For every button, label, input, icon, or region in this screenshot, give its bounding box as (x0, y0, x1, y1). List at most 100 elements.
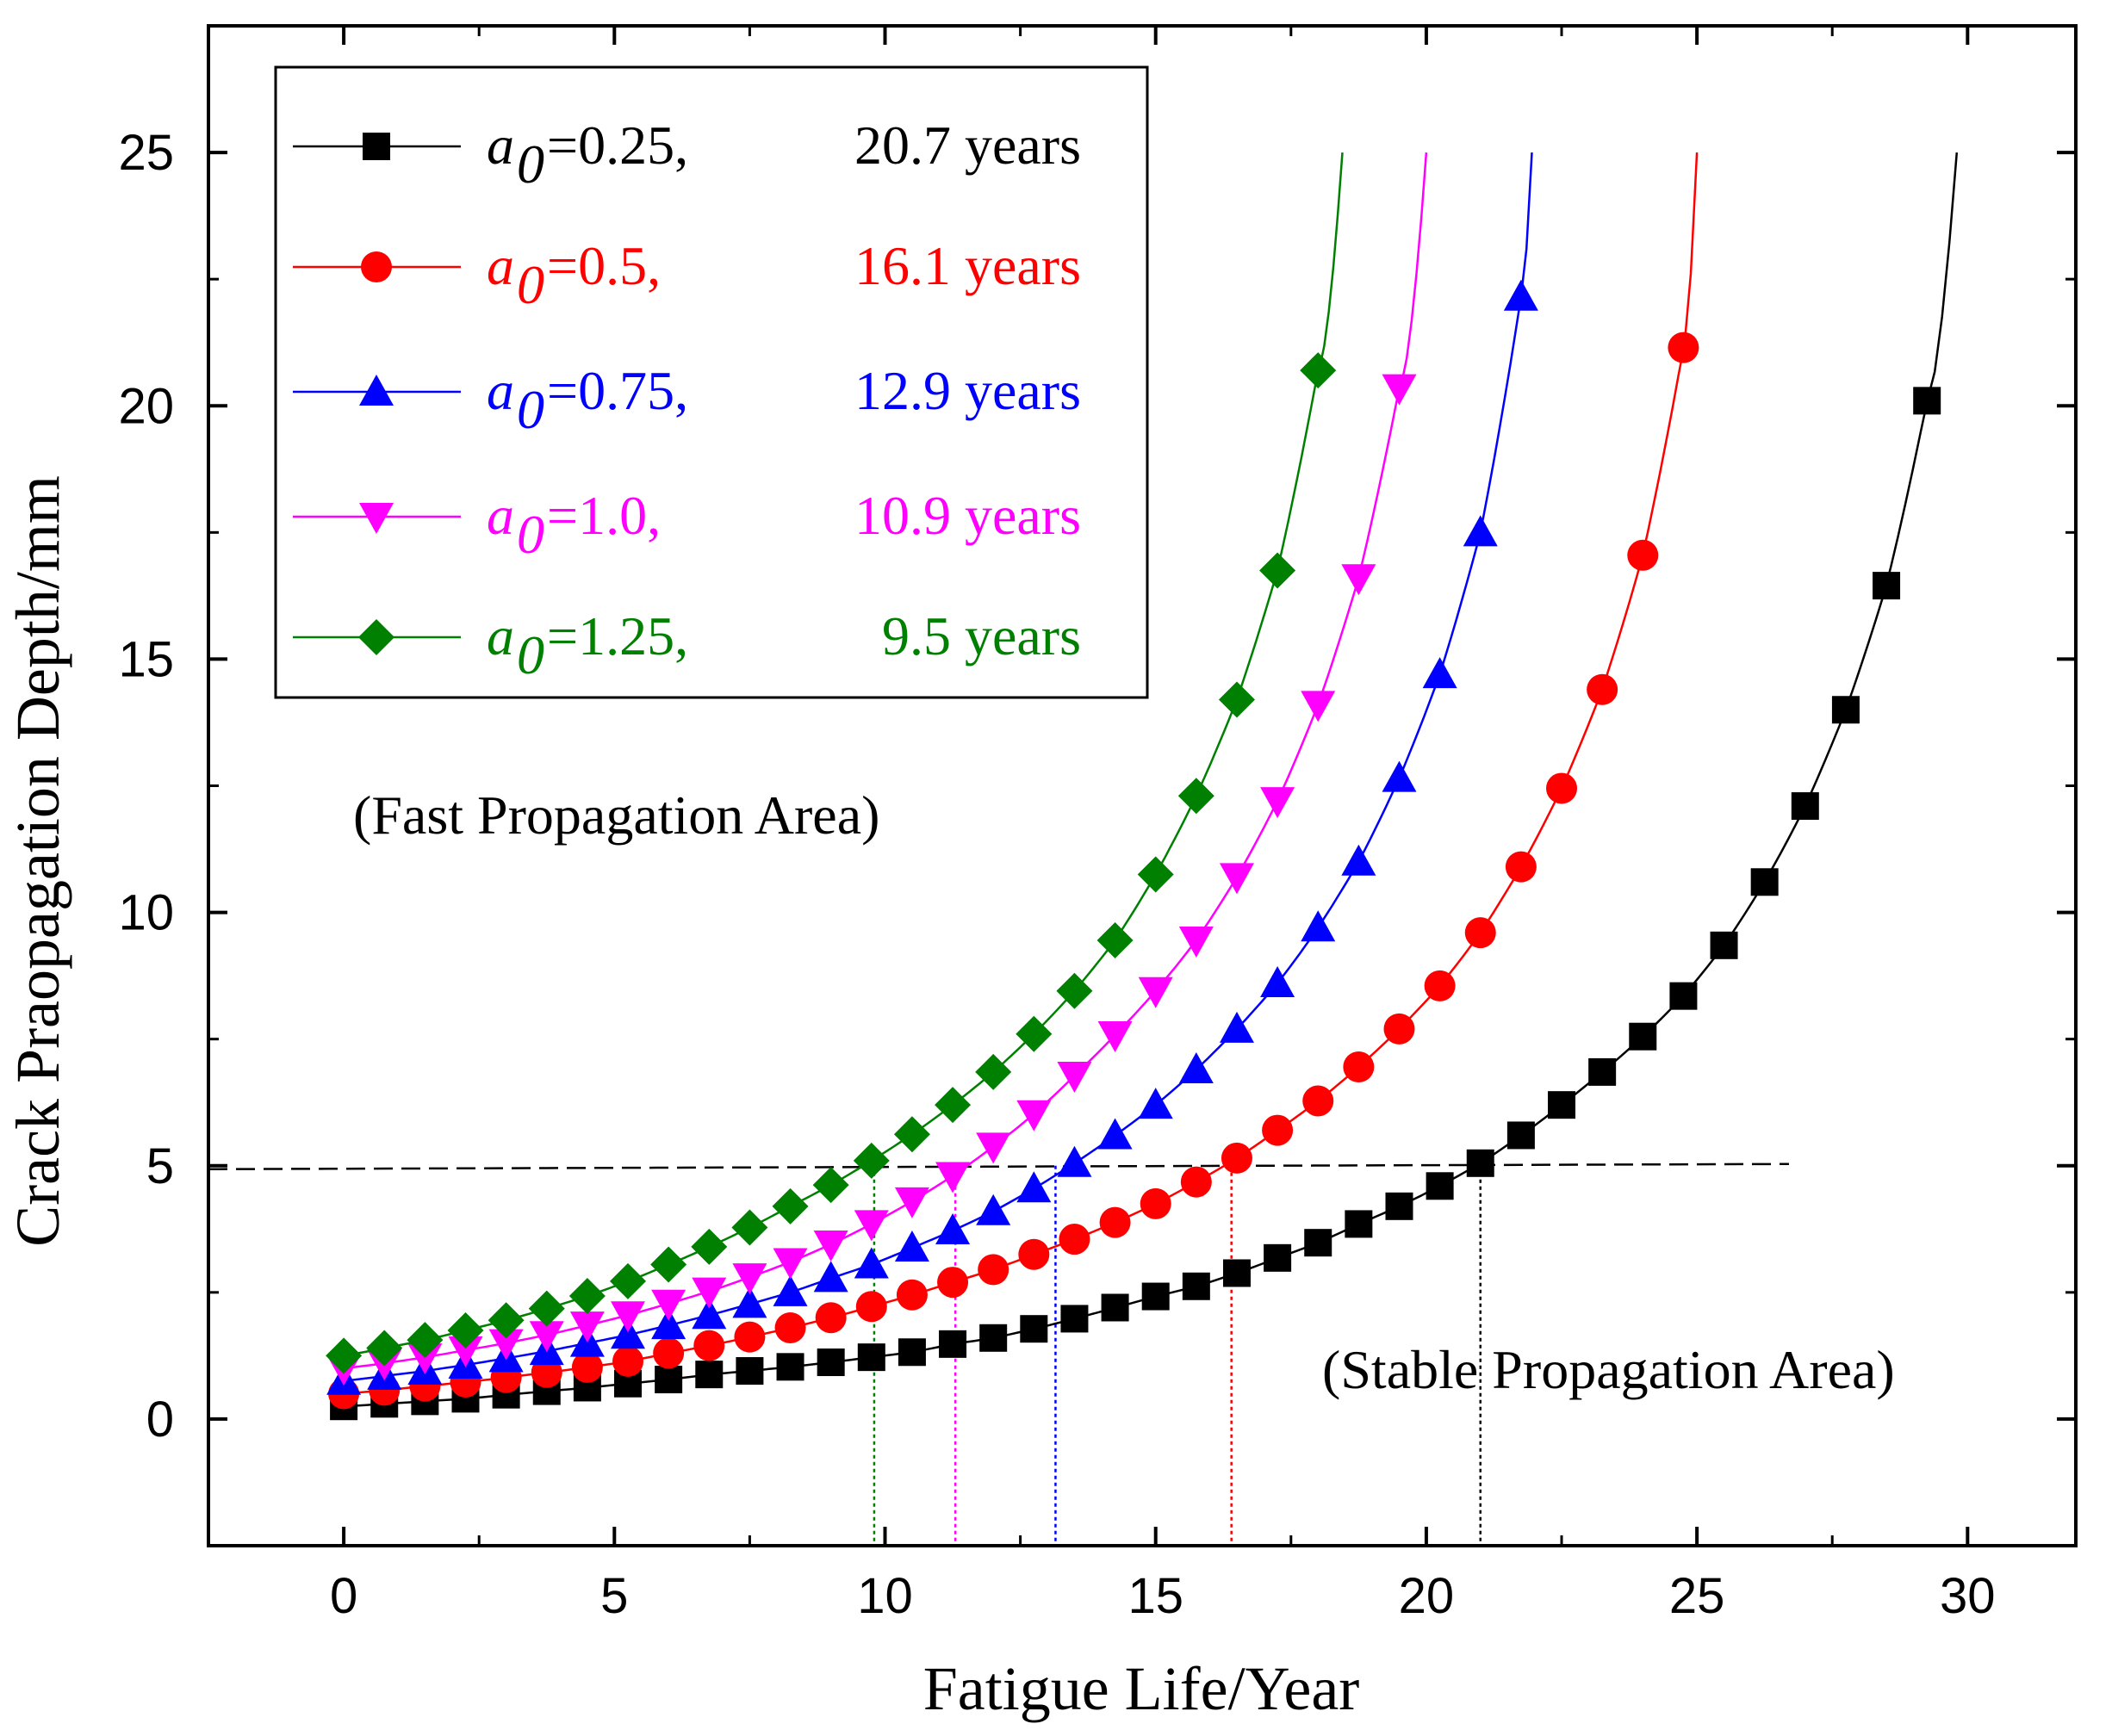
data-point (854, 1210, 889, 1242)
legend-marker (363, 133, 390, 160)
series-4 (326, 152, 1344, 1374)
data-point (813, 1261, 848, 1293)
data-point (366, 1330, 403, 1367)
legend-sub: 0 (517, 504, 544, 565)
data-point (407, 1322, 444, 1359)
data-point (1913, 387, 1941, 415)
data-point (1669, 982, 1698, 1010)
data-point (1057, 1145, 1092, 1177)
legend-sub: 0 (517, 379, 544, 440)
data-point (812, 1167, 849, 1204)
data-point (1304, 1229, 1332, 1257)
data-point (935, 1087, 972, 1124)
data-point (1546, 772, 1578, 804)
data-point (1138, 976, 1173, 1008)
data-point (1057, 1062, 1092, 1094)
legend-var: a (487, 485, 514, 546)
legend-life: 20.7 years (854, 115, 1081, 176)
legend-entry-1: a 0 =0.5, 16.1 years (293, 235, 1081, 315)
data-point (1505, 851, 1537, 883)
data-point (1260, 787, 1295, 819)
data-point (1301, 691, 1336, 722)
data-point (817, 1348, 845, 1377)
x-tick-label: 0 (330, 1568, 357, 1624)
data-point (1141, 1282, 1170, 1311)
series-layer (326, 152, 1959, 1421)
data-point (1382, 374, 1417, 406)
data-point (528, 1290, 565, 1327)
legend-marker (359, 503, 394, 534)
legend-var: a (487, 605, 514, 666)
x-axis-title: Fatigue Life/Year (923, 1654, 1360, 1723)
data-point (1097, 1118, 1133, 1150)
data-point (1259, 552, 1296, 589)
data-point (1302, 1085, 1334, 1117)
data-point (693, 1330, 725, 1361)
data-point (1343, 1051, 1375, 1083)
data-point (1137, 856, 1174, 893)
data-point (655, 1366, 683, 1394)
legend-sub: 0 (517, 133, 544, 195)
legend-value: =0.25, (547, 115, 688, 176)
x-tick-label: 5 (600, 1568, 628, 1624)
data-point (853, 1142, 890, 1179)
data-point (1383, 1013, 1415, 1045)
legend-marker (358, 619, 394, 655)
data-point (855, 1291, 887, 1323)
data-point (1096, 921, 1134, 958)
data-point (1018, 1238, 1050, 1270)
legend-var: a (487, 235, 514, 296)
data-point (1341, 844, 1376, 876)
data-point (1710, 931, 1738, 959)
data-point (1016, 1100, 1052, 1132)
data-point (773, 1274, 808, 1306)
data-point (1056, 972, 1093, 1009)
data-point (978, 1254, 1009, 1286)
y-axis-title: Crack Praopagation Depth/mm (3, 475, 72, 1247)
data-point (898, 1338, 926, 1367)
data-point (894, 1231, 929, 1262)
data-point (1627, 539, 1659, 571)
data-point (569, 1311, 605, 1343)
data-point (488, 1329, 524, 1361)
data-point (1873, 572, 1901, 600)
y-tick-label: 15 (118, 631, 174, 687)
data-point (1831, 696, 1860, 724)
data-point (1020, 1315, 1048, 1343)
data-point (773, 1248, 808, 1280)
data-point (896, 1279, 928, 1311)
annotation-fast-propagation: (Fast Propagation Area) (353, 784, 879, 846)
legend-life: 16.1 years (854, 235, 1081, 296)
data-point (1629, 1022, 1657, 1051)
data-point (1177, 778, 1214, 815)
data-point (529, 1321, 564, 1353)
legend-sub: 0 (517, 624, 544, 685)
data-point (1422, 657, 1457, 689)
data-point (1099, 1206, 1131, 1238)
legend-marker (359, 375, 394, 406)
legend-value: =1.0, (547, 485, 661, 546)
data-point (1180, 1166, 1212, 1198)
data-point (857, 1343, 885, 1372)
data-point (774, 1312, 806, 1344)
data-point (691, 1228, 728, 1265)
data-point (813, 1230, 848, 1262)
y-tick-label: 25 (118, 125, 174, 181)
legend-entry-4: a 0 =1.25, 9.5 years (293, 605, 1081, 685)
data-point (976, 1194, 1011, 1225)
legend-value: =0.75, (547, 360, 688, 421)
legend-life: 9.5 years (882, 605, 1081, 666)
data-point (1182, 1272, 1210, 1300)
x-tick-label: 10 (857, 1568, 913, 1624)
data-point (935, 1213, 971, 1245)
data-point (1463, 515, 1498, 547)
data-point (653, 1337, 685, 1369)
data-point (1101, 1293, 1129, 1322)
legend-var: a (487, 360, 514, 421)
data-point (1668, 332, 1699, 363)
data-point (1466, 1149, 1494, 1177)
data-point (1178, 926, 1214, 958)
data-point (651, 1289, 686, 1321)
data-point (612, 1345, 644, 1377)
